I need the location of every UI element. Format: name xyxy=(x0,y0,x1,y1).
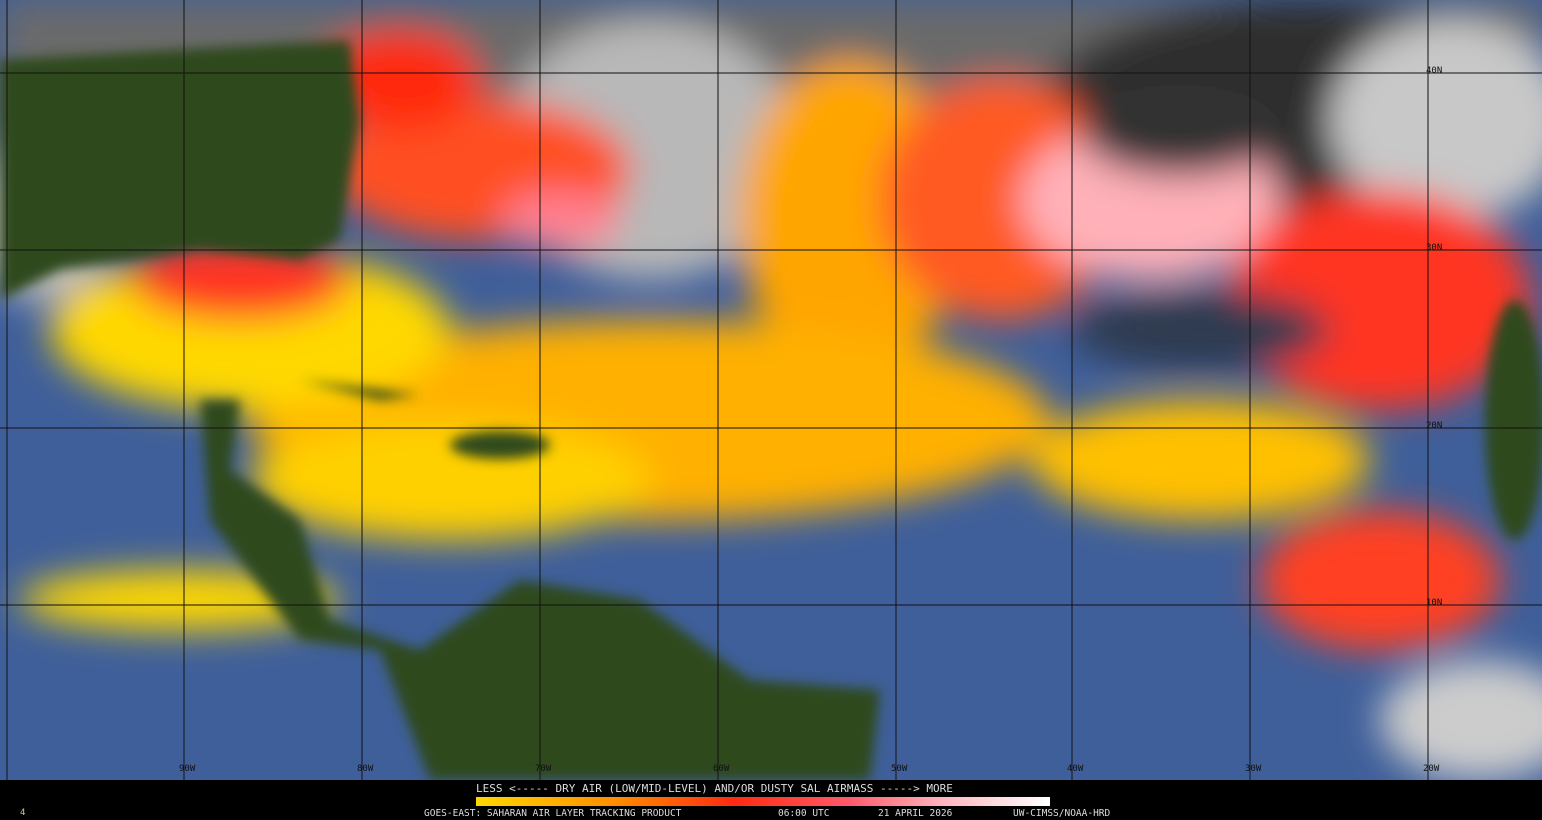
lon-label: 40W xyxy=(1067,764,1084,774)
lat-label: 20N xyxy=(1426,421,1443,431)
legend-scale-label: LESS <----- DRY AIR (LOW/MID-LEVEL) AND/… xyxy=(476,782,953,795)
lon-label: 90W xyxy=(179,764,196,774)
lon-label: 60W xyxy=(713,764,730,774)
product-date: 21 APRIL 2026 xyxy=(878,808,953,819)
lat-label: 30N xyxy=(1426,243,1443,253)
lon-label: 20W xyxy=(1423,764,1440,774)
credit: UW-CIMSS/NOAA-HRD xyxy=(1013,808,1111,819)
product-time: 06:00 UTC xyxy=(778,808,830,819)
lon-label: 70W xyxy=(535,764,552,774)
lon-label: 50W xyxy=(891,764,908,774)
lat-label: 40N xyxy=(1426,66,1443,76)
legend-color-bar xyxy=(476,797,1050,806)
lon-label: 30W xyxy=(1245,764,1262,774)
sal-imagery xyxy=(0,0,1542,780)
satellite-map: 90W 80W 70W 60W 50W 40W 30W 20W 40N 30N … xyxy=(0,0,1542,780)
legend-panel: LESS <----- DRY AIR (LOW/MID-LEVEL) AND/… xyxy=(0,780,1542,820)
lat-lon-grid xyxy=(0,0,1542,780)
corner-label: 4 xyxy=(20,808,26,818)
product-title: GOES-EAST: SAHARAN AIR LAYER TRACKING PR… xyxy=(424,808,682,819)
lon-label: 80W xyxy=(357,764,374,774)
lat-label: 10N xyxy=(1426,598,1443,608)
